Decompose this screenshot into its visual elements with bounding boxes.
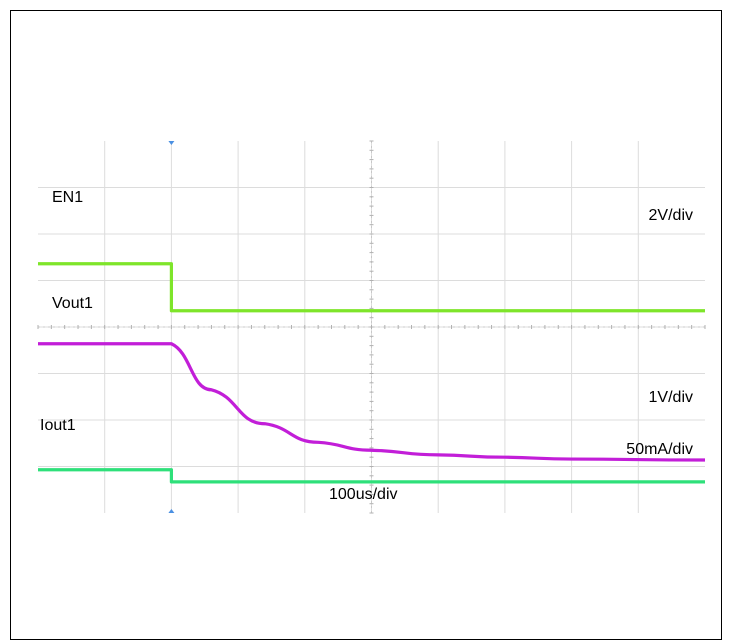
scope-traces: [38, 262, 706, 484]
scale-label-iout1: 50mA/div: [626, 441, 693, 458]
scope-grid: [37, 140, 706, 514]
scope-labels: EN1 2V/div Vout1 1V/div Iout1 50mA/div 1…: [40, 189, 693, 503]
trigger-marker-bottom: [168, 509, 175, 513]
series-label-iout1: Iout1: [40, 417, 76, 434]
series-label-vout1: Vout1: [52, 295, 93, 312]
scale-label-en1: 2V/div: [649, 207, 693, 224]
scale-label-vout1: 1V/div: [649, 389, 693, 406]
time-scale-label: 100us/div: [329, 486, 398, 503]
figure-frame: [10, 10, 722, 640]
series-label-en1: EN1: [52, 189, 83, 206]
trace-iout1: [38, 468, 705, 484]
trigger-marker-top: [168, 141, 175, 145]
trace-en1: [38, 262, 705, 313]
trace-vout1: [38, 342, 706, 462]
